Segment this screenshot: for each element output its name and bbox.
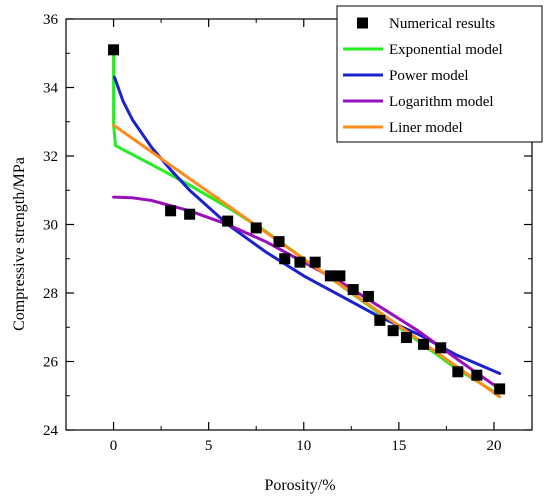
data-point: [452, 366, 464, 378]
data-point: [347, 284, 359, 296]
x-tick-label: 20: [486, 438, 501, 454]
legend-label-power-model: Power model: [389, 68, 469, 84]
y-tick-label: 36: [43, 12, 59, 28]
data-points: [108, 44, 506, 395]
data-point: [400, 332, 412, 344]
legend-label-exponential-model: Exponential model: [389, 42, 503, 58]
y-tick-label: 26: [43, 355, 59, 371]
data-point: [418, 338, 430, 350]
x-axis-title: Porosity/%: [264, 477, 335, 494]
data-point: [250, 222, 262, 234]
x-tick-label: 15: [391, 438, 406, 454]
data-point: [165, 205, 177, 217]
y-tick-label: 32: [43, 149, 58, 165]
data-point: [387, 325, 399, 337]
x-tick-label: 0: [110, 438, 118, 454]
x-tick-label: 10: [296, 438, 311, 454]
data-point: [108, 44, 120, 56]
legend: Numerical results Exponential model Power …: [336, 5, 543, 143]
legend-marker-numerical-results: [357, 17, 368, 29]
y-tick-label: 30: [43, 218, 58, 234]
y-tick-label: 34: [43, 81, 59, 97]
y-axis-ticks: 24 26 28 30 32 34 36: [43, 12, 532, 439]
data-point: [273, 236, 285, 248]
data-point: [471, 369, 483, 381]
data-point: [309, 256, 321, 268]
y-axis-title: Compressive strength/MPa: [11, 157, 28, 331]
y-tick-label: 24: [43, 423, 59, 439]
data-point: [279, 253, 291, 265]
data-point: [374, 314, 386, 326]
data-point: [184, 208, 196, 220]
data-point: [362, 290, 374, 302]
legend-label-numerical-results: Numerical results: [389, 16, 495, 32]
data-point: [294, 256, 306, 268]
data-point: [334, 270, 346, 282]
x-tick-label: 5: [205, 438, 213, 454]
data-point: [324, 270, 336, 282]
data-point: [222, 215, 234, 227]
logarithm-model-line: [112, 195, 502, 391]
y-tick-label: 28: [43, 286, 58, 302]
liner-model-line: [112, 123, 502, 399]
legend-label-liner-model: Liner model: [389, 120, 463, 136]
data-point: [435, 342, 447, 354]
data-point: [494, 383, 506, 395]
legend-label-logarithm-model: Logarithm model: [389, 94, 494, 110]
